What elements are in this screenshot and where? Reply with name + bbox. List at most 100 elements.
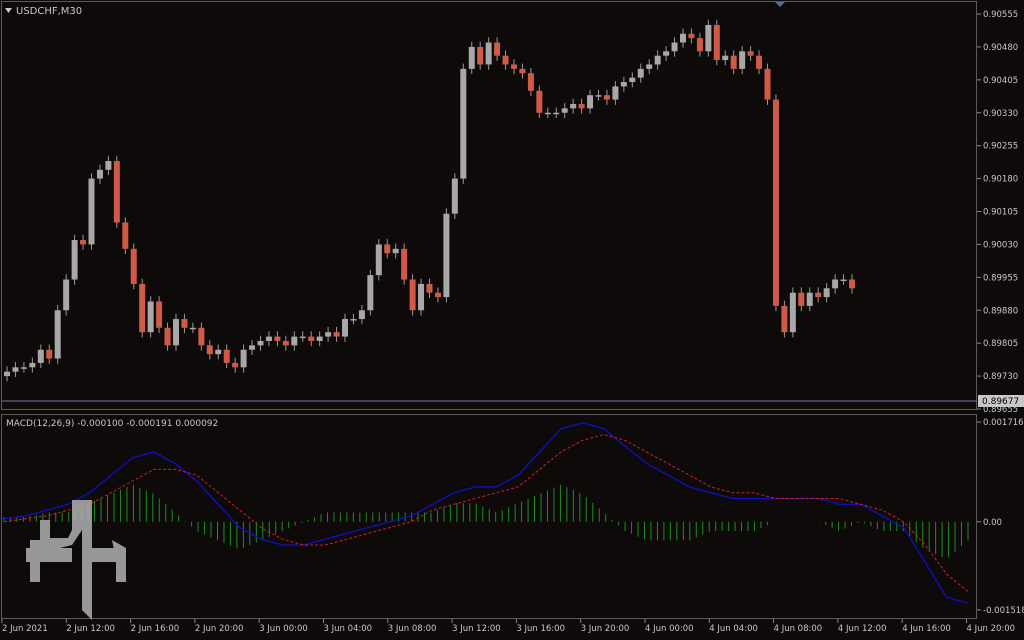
macd-tick-label: -0.001518	[983, 606, 1024, 616]
candle-bear	[764, 68, 771, 100]
candle-bull	[71, 240, 78, 280]
price-tick-label: 0.89730	[983, 372, 1018, 382]
candle-bull	[612, 86, 619, 100]
candle-bear	[282, 340, 289, 346]
candle-bear	[401, 248, 408, 280]
price-tick-label: 0.89955	[983, 273, 1018, 283]
candle-bull	[663, 51, 670, 56]
time-tick-label: 3 Jun 00:00	[259, 624, 308, 634]
candle-bull	[173, 319, 179, 346]
candle-bull	[240, 349, 247, 368]
candle-bear	[502, 55, 509, 65]
candle-bull	[325, 332, 332, 337]
symbol-title-text: USDCHF,M30	[16, 6, 82, 17]
candle-bear	[384, 244, 391, 254]
candle-bull	[291, 336, 298, 346]
candle-bull	[147, 301, 154, 333]
candle-bull	[88, 178, 95, 245]
candle-bull	[637, 68, 644, 78]
candle-bull	[257, 340, 264, 346]
candle-bull	[316, 336, 323, 341]
macd-pane[interactable]	[3, 422, 969, 604]
candle-bear	[713, 24, 720, 61]
candle-bear	[223, 349, 230, 363]
candle-bear	[688, 33, 695, 39]
candle-bull	[832, 279, 839, 289]
candle-bull	[587, 95, 594, 109]
candle-bull	[299, 336, 306, 339]
candle-bull	[595, 95, 602, 97]
candle-bull	[680, 33, 686, 43]
candle-bear	[815, 292, 822, 298]
price-axis: 0.90555 0.90480 0.90405 0.90330 0.90255 0.901…	[977, 10, 1018, 415]
price-tick-label: 0.90105	[983, 208, 1018, 218]
candle-bull	[443, 213, 450, 298]
price-tick-label: 0.89805	[983, 339, 1018, 349]
candle-bear	[409, 279, 416, 311]
logo-watermark	[26, 500, 126, 620]
time-tick-label: 4 Jun 00:00	[645, 624, 694, 634]
candle-bear	[519, 68, 526, 74]
time-tick-label: 2 Jun 16:00	[131, 624, 180, 634]
candle-bull	[392, 248, 399, 254]
price-tick-label: 0.90330	[983, 109, 1018, 119]
candle-bull	[29, 362, 36, 368]
candle-bear	[756, 55, 763, 69]
candle-bear	[527, 73, 534, 91]
candle-bull	[105, 161, 112, 170]
time-tick-label: 3 Jun 08:00	[388, 624, 437, 634]
candle-bear	[730, 55, 737, 69]
signal-line	[3, 434, 969, 592]
candle-bear	[426, 283, 433, 293]
candle-bull	[12, 367, 19, 372]
candle-bull	[358, 310, 365, 320]
price-tick-label: 0.90255	[983, 142, 1018, 152]
current-price-badge	[978, 395, 1024, 407]
candle-bear	[494, 42, 501, 56]
chart-shift-icon[interactable]	[775, 2, 785, 7]
candle-bear	[308, 336, 315, 341]
candle-bull	[739, 51, 746, 69]
price-pane[interactable]	[4, 19, 855, 382]
candle-bear	[798, 292, 805, 306]
candle-bear	[164, 327, 171, 346]
macd-tick-label: 0.001716	[983, 418, 1024, 428]
candle-bull	[620, 82, 627, 87]
price-tick-label: 0.89655	[983, 405, 1018, 415]
candle-bear	[46, 349, 53, 359]
candle-bear	[113, 161, 120, 223]
candle-bear	[232, 362, 239, 368]
candle-bull	[63, 279, 70, 311]
candle-bear	[603, 95, 610, 100]
time-tick-label: 4 Jun 16:00	[902, 624, 951, 634]
candle-bear	[772, 99, 779, 306]
dropdown-triangle-icon[interactable]	[5, 8, 12, 13]
candle-bear	[477, 46, 484, 65]
candle-bull	[646, 64, 653, 69]
candle-bull	[654, 55, 661, 65]
candle-bull	[840, 279, 847, 282]
candle-bull	[629, 77, 636, 83]
current-price-label: 0.89677	[982, 397, 1019, 407]
candle-bull	[789, 292, 796, 333]
candle-bull	[375, 244, 382, 276]
candle-bear	[198, 327, 205, 346]
time-tick-label: 3 Jun 12:00	[452, 624, 501, 634]
time-axis: 2 Jun 2021 2 Jun 12:00 2 Jun 16:00 2 Jun 20…	[1, 619, 1015, 634]
candle-bull	[705, 24, 712, 52]
candle-bull	[451, 178, 458, 214]
price-tick-label: 0.90405	[983, 76, 1018, 86]
time-tick-label: 4 Jun 04:00	[709, 624, 758, 634]
candle-bull	[249, 345, 256, 350]
candle-bear	[849, 279, 855, 289]
time-tick-label: 3 Jun 16:00	[516, 624, 565, 634]
candle-bear	[156, 301, 163, 328]
candle-bull	[418, 283, 425, 311]
candles-layer	[4, 19, 855, 382]
price-tick-label: 0.89880	[983, 306, 1018, 316]
candle-bear	[536, 90, 543, 113]
macd-axis: 0.001716 0.00 -0.001518	[977, 418, 1024, 616]
macd-indicator-label: MACD(12,26,9) -0.000100 -0.000191 0.0000…	[6, 419, 218, 429]
candle-bull	[342, 319, 348, 337]
